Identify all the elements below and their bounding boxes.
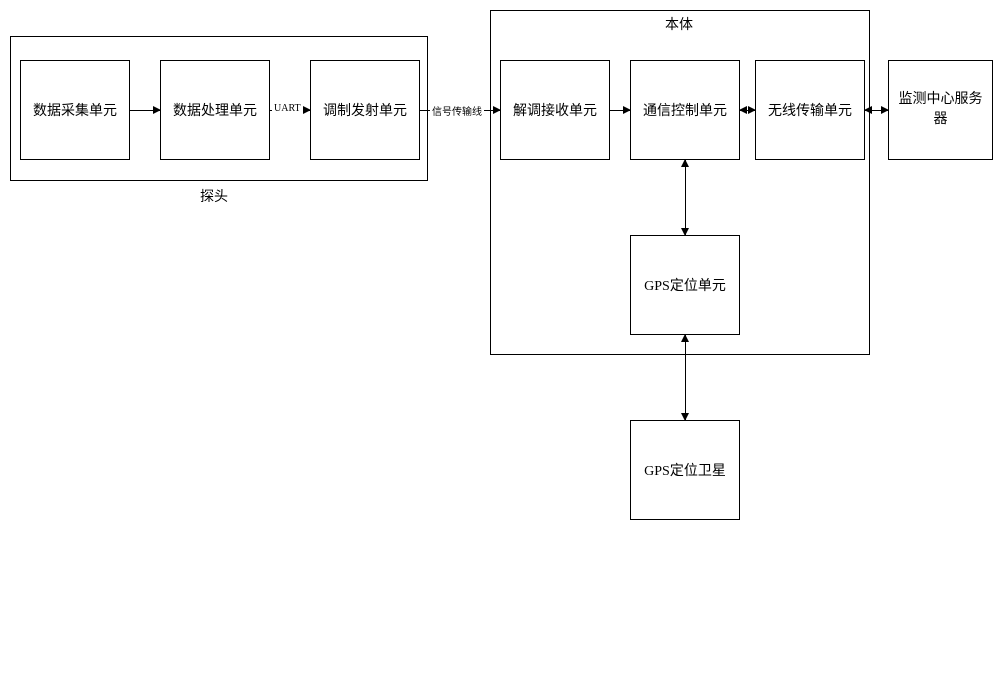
node-demodulate-receive: 解调接收单元	[500, 60, 610, 160]
edge-label-signal-line: 信号传输线	[430, 103, 484, 118]
node-label: 解调接收单元	[513, 100, 597, 120]
edge-n6-n7	[865, 110, 888, 111]
node-label: GPS定位卫星	[644, 460, 726, 480]
edge-n4-n5	[610, 110, 630, 111]
node-wireless-transfer: 无线传输单元	[755, 60, 865, 160]
container-probe-label: 探头	[200, 186, 228, 206]
node-data-processing: 数据处理单元	[160, 60, 270, 160]
node-comm-control: 通信控制单元	[630, 60, 740, 160]
node-data-acquisition: 数据采集单元	[20, 60, 130, 160]
node-label: 无线传输单元	[768, 100, 852, 120]
node-label: GPS定位单元	[644, 275, 726, 295]
edge-n8-n9	[685, 335, 686, 420]
edge-label-uart: UART	[272, 103, 303, 114]
arrow-head-icon	[681, 334, 689, 342]
arrow-head-icon	[864, 106, 872, 114]
edge-n5-n6	[740, 110, 755, 111]
arrow-head-icon	[681, 413, 689, 421]
node-label: 通信控制单元	[643, 100, 727, 120]
node-modulate-transmit: 调制发射单元	[310, 60, 420, 160]
node-label: 数据采集单元	[33, 100, 117, 120]
arrow-head-icon	[681, 159, 689, 167]
arrow-head-icon	[739, 106, 747, 114]
edge-n1-n2	[130, 110, 160, 111]
node-gps-satellite: GPS定位卫星	[630, 420, 740, 520]
arrow-head-icon	[493, 106, 501, 114]
node-gps-unit: GPS定位单元	[630, 235, 740, 335]
edge-n5-n8	[685, 160, 686, 235]
node-label: 调制发射单元	[323, 100, 407, 120]
arrow-head-icon	[681, 228, 689, 236]
arrow-head-icon	[153, 106, 161, 114]
arrow-head-icon	[303, 106, 311, 114]
container-body-label: 本体	[665, 14, 693, 34]
arrow-head-icon	[623, 106, 631, 114]
arrow-head-icon	[748, 106, 756, 114]
node-label: 监测中心服务器	[893, 90, 988, 129]
arrow-head-icon	[881, 106, 889, 114]
node-monitor-server: 监测中心服务器	[888, 60, 993, 160]
node-label: 数据处理单元	[173, 100, 257, 120]
